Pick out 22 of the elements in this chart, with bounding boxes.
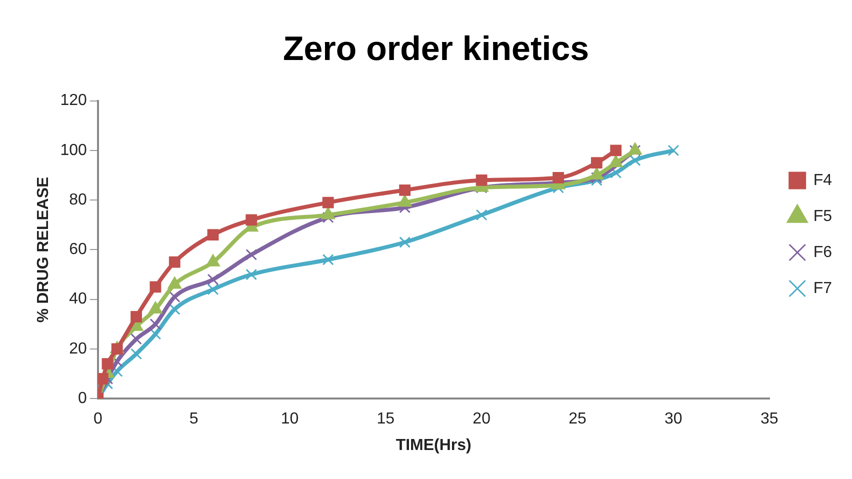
- x-tick-label: 25: [568, 410, 586, 428]
- y-tick-label: 20: [69, 340, 87, 358]
- y-tick-label: 100: [60, 142, 87, 159]
- x-tick-label: 15: [376, 410, 395, 428]
- x-tick-label: 5: [189, 410, 198, 428]
- x-tick-label: 30: [664, 410, 682, 428]
- legend-label: F4: [813, 172, 832, 189]
- y-tick-label: 60: [69, 241, 87, 258]
- y-tick-label: 120: [60, 92, 87, 110]
- legend-label: F7: [813, 280, 832, 297]
- x-tick-label: 0: [93, 410, 102, 428]
- legend-label: F6: [813, 244, 832, 261]
- y-tick-label: 40: [69, 290, 87, 308]
- x-tick-label: 20: [472, 410, 491, 428]
- x-axis-title: TIME(Hrs): [396, 436, 472, 454]
- legend-label: F5: [813, 208, 832, 225]
- y-tick-label: 0: [78, 390, 87, 408]
- y-axis-title: % DRUG RELEASE: [35, 176, 52, 323]
- x-tick-label: 35: [760, 410, 778, 428]
- y-tick-label: 80: [69, 191, 87, 208]
- x-tick-label: 10: [280, 410, 299, 428]
- chart-title: Zero order kinetics: [282, 30, 590, 68]
